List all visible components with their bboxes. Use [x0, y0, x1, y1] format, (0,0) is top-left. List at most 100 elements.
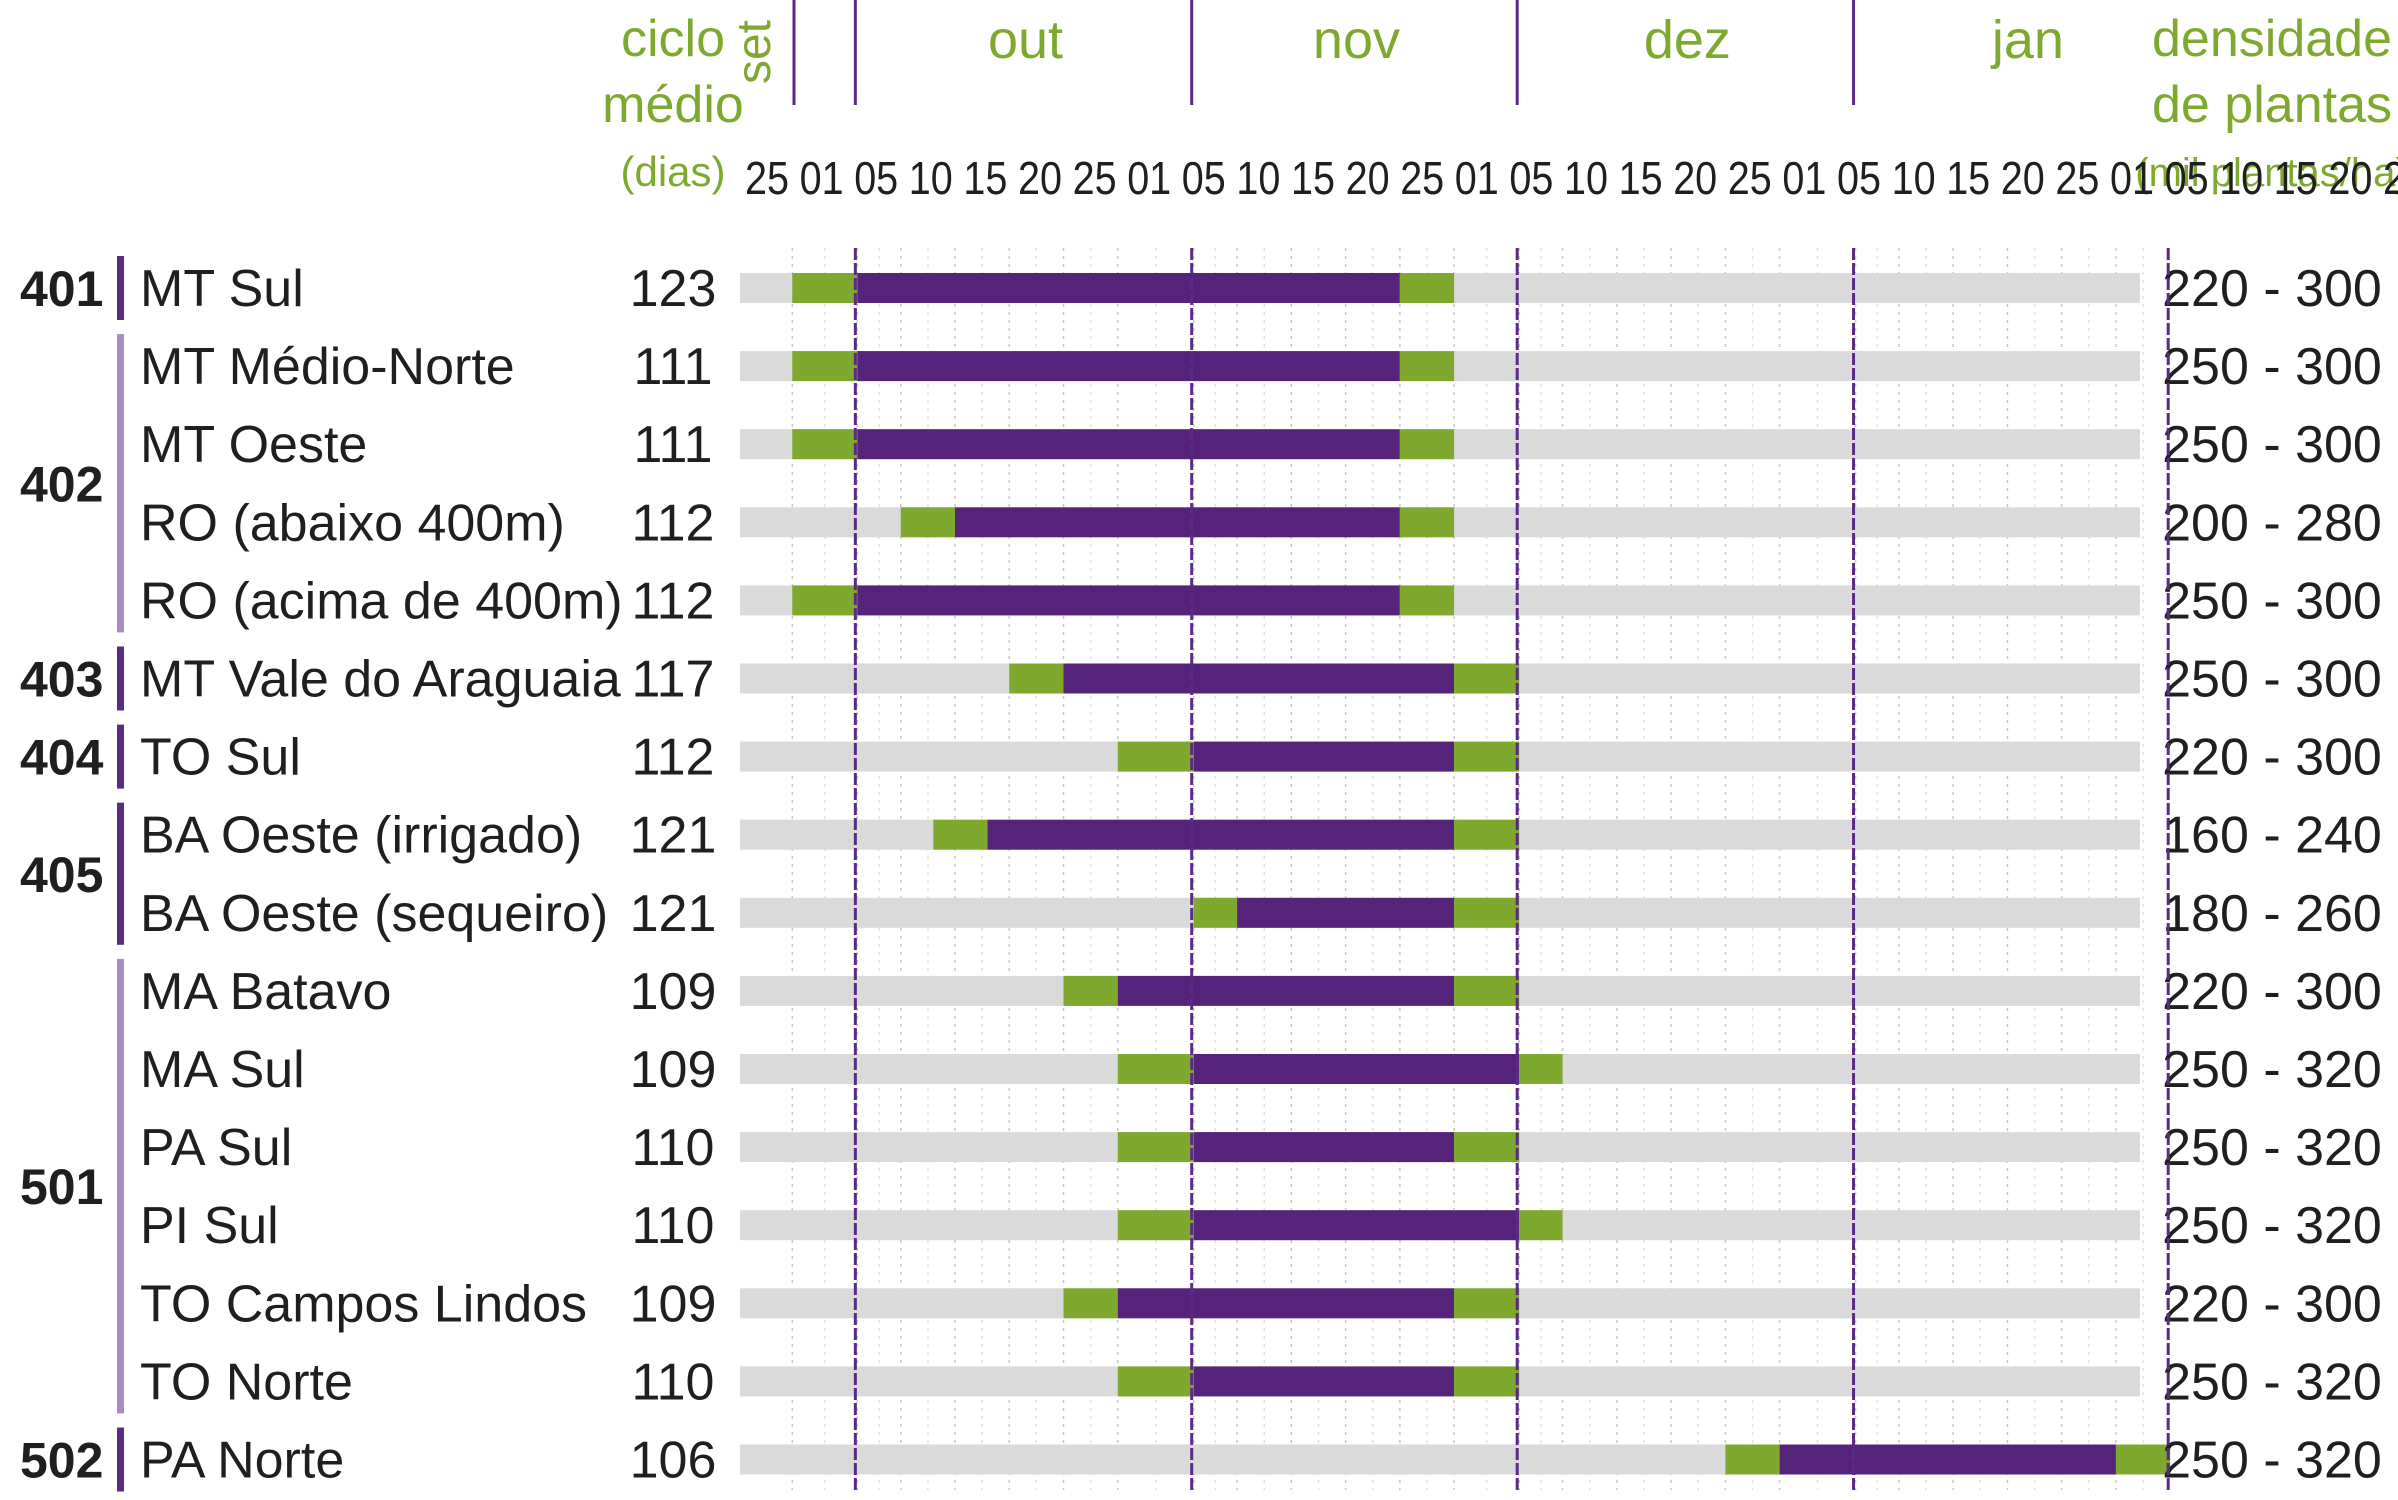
day-tick-label: 15: [1291, 152, 1335, 204]
region-label: MT Vale do Araguaia: [140, 651, 621, 709]
density-header-line1: densidade: [2152, 10, 2392, 68]
early-window-bar: [1117, 1366, 1194, 1397]
early-window-bar: [1009, 663, 1064, 694]
ciclo-header-units: (dias): [620, 148, 725, 195]
cycle-value: 112: [632, 729, 715, 787]
late-window-bar: [1454, 897, 1520, 928]
early-window-bar: [900, 507, 955, 538]
early-window-bar: [792, 351, 858, 382]
ideal-window-bar: [857, 273, 1400, 303]
region-row: MT Oeste 111 250 - 300: [140, 416, 2382, 474]
region-label: RO (abaixo 400m): [140, 494, 565, 552]
density-value: 220 - 300: [2162, 963, 2382, 1021]
cycle-value: 110: [632, 1353, 715, 1411]
density-value: 250 - 300: [2162, 572, 2382, 630]
cycle-value: 106: [630, 1432, 717, 1490]
early-window-bar: [1117, 1210, 1194, 1241]
group-code: 401: [20, 261, 103, 317]
region-row: RO (abaixo 400m) 112 200 - 280: [140, 494, 2382, 552]
density-value: 220 - 300: [2162, 260, 2382, 318]
ideal-window-bar: [1193, 741, 1455, 772]
day-tick-label: 20: [1673, 152, 1717, 204]
cycle-value: 111: [633, 338, 712, 396]
group-code: 404: [20, 730, 104, 786]
density-header-units: (mil plantas/ha): [2135, 151, 2398, 195]
group-code: 502: [20, 1433, 103, 1489]
group-bar: [117, 958, 124, 1414]
day-tick-label: 01: [2110, 152, 2154, 204]
day-tick-label: 20: [1346, 152, 1390, 204]
group-bar: [117, 646, 124, 711]
density-value: 200 - 280: [2162, 494, 2382, 552]
region-label: TO Sul: [140, 729, 301, 787]
day-tick-label: 20: [2328, 152, 2372, 204]
early-window-bar: [1725, 1444, 1780, 1475]
late-window-bar: [1399, 273, 1455, 303]
density-value: 250 - 320: [2162, 1432, 2382, 1490]
day-tick-label: 25: [1400, 152, 1444, 204]
late-window-bar: [1519, 1210, 1563, 1241]
day-tick-label: 10: [909, 152, 953, 204]
density-value: 250 - 320: [2162, 1041, 2382, 1099]
late-window-bar: [2115, 1444, 2171, 1475]
group-bar: [117, 724, 124, 789]
density-header-line2: de plantas: [2152, 76, 2392, 134]
late-window-bar: [1519, 1054, 1563, 1084]
density-value: 250 - 300: [2162, 338, 2382, 396]
day-tick-label: 15: [1946, 152, 1990, 204]
day-tick-label: 20: [2001, 152, 2045, 204]
region-rows: MT Sul 123 220 - 300 MT Médio-Norte 111 250 -…: [140, 0, 2382, 1490]
ideal-window-bar: [1193, 1366, 1455, 1397]
early-window-bar: [1117, 741, 1194, 772]
late-window-bar: [1454, 819, 1520, 850]
ideal-window-bar: [1193, 1054, 1520, 1084]
ideal-window-bar: [1117, 975, 1455, 1006]
day-tick-label: 10: [2219, 152, 2263, 204]
region-label: PI Sul: [140, 1197, 279, 1255]
region-label: MT Sul: [140, 260, 304, 318]
density-value: 180 - 260: [2162, 885, 2382, 943]
region-row: TO Sul 112 220 - 300: [140, 729, 2382, 787]
cycle-value: 109: [630, 1275, 717, 1333]
density-value: 250 - 300: [2162, 416, 2382, 474]
day-tick-label: 10: [1892, 152, 1936, 204]
group-codes: 401 402 403 404 405 501 502: [20, 256, 124, 1492]
group-code: 403: [20, 652, 103, 708]
region-label: MA Batavo: [140, 963, 391, 1021]
day-tick-label: 15: [1619, 152, 1663, 204]
grid-layer: [791, 248, 2144, 1490]
early-window-bar: [1117, 1132, 1194, 1163]
group-bar: [117, 802, 124, 945]
early-window-bar: [1063, 1288, 1118, 1319]
group-bar: [117, 1427, 124, 1492]
ideal-window-bar: [955, 507, 1400, 538]
day-tick-label: 01: [1127, 152, 1171, 204]
month-label-nov: nov: [1313, 10, 1400, 70]
cycle-value: 110: [632, 1197, 715, 1255]
day-tick-labels: 25 01 05 10 15 20 25 01 05 10 15 20 25 01 05 10 15 20 25 01…: [745, 152, 2398, 204]
group-code: 405: [20, 847, 103, 903]
group-bar: [117, 256, 124, 320]
region-label: RO (acima de 400m): [140, 572, 623, 630]
day-tick-label: 10: [1564, 152, 1608, 204]
early-window-bar: [1117, 1054, 1194, 1084]
region-row: BA Oeste (sequeiro) 121 180 - 260: [140, 885, 2382, 943]
cycle-value: 121: [630, 885, 717, 943]
density-value: 220 - 300: [2162, 1275, 2382, 1333]
cycle-value: 110: [632, 1119, 715, 1177]
day-tick-label: 25: [1728, 152, 1772, 204]
day-tick-label: 15: [963, 152, 1007, 204]
region-label: MT Oeste: [140, 416, 367, 474]
early-window-bar: [792, 429, 858, 460]
early-window-bar: [792, 273, 858, 303]
cycle-value: 112: [632, 572, 715, 630]
region-row: PA Sul 110 250 - 320: [140, 1119, 2382, 1177]
group-bar: [117, 334, 124, 633]
month-label-set: set: [728, 20, 781, 84]
ideal-window-bar: [1193, 1132, 1455, 1163]
region-label: BA Oeste (irrigado): [140, 807, 582, 865]
region-row: BA Oeste (irrigado) 121 160 - 240: [140, 807, 2382, 865]
late-window-bar: [1454, 1132, 1520, 1163]
late-window-bar: [1454, 741, 1520, 772]
